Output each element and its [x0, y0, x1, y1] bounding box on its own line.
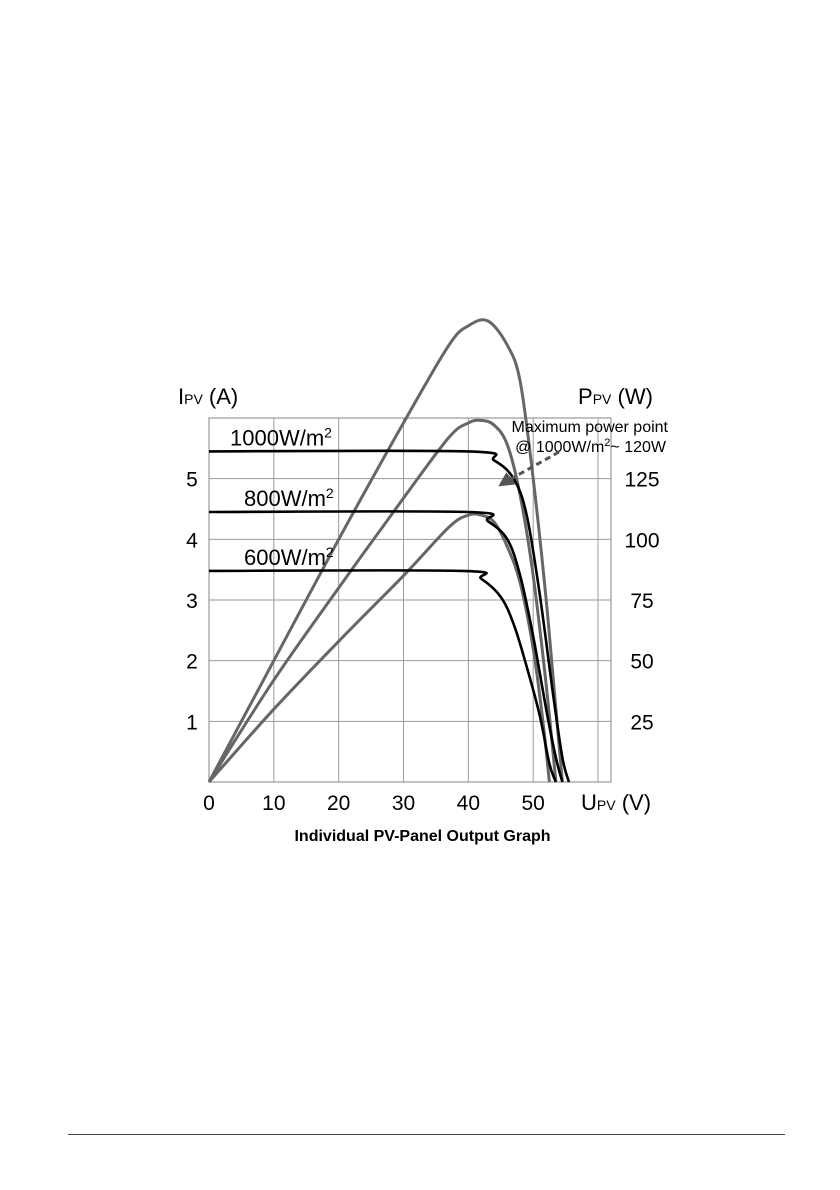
current-curves [208, 449, 571, 783]
y-left-tick-label: 1 [186, 711, 198, 734]
power-curve-3 [207, 512, 551, 783]
x-tick-label: 30 [392, 792, 415, 815]
power-curve-2 [207, 418, 558, 783]
y-left-tick-label: 5 [186, 469, 198, 492]
current-curve-2 [208, 510, 564, 783]
y-left-tick-label: 4 [186, 529, 198, 552]
x-axis-title: UPV (V) [581, 790, 651, 815]
x-tick-label: 50 [522, 792, 545, 815]
irradiance-label-1: 1000W/m2 [230, 424, 332, 450]
chart-labels: 1000W/m2 800W/m2 600W/m2 1 2 3 4 5 25 50 75 100 125 0… [178, 384, 669, 815]
x-tick-label: 20 [327, 792, 350, 815]
current-curve-1 [208, 449, 571, 783]
irradiance-label-3: 600W/m2 [244, 544, 334, 570]
y-left-tick-label: 3 [186, 590, 198, 613]
y-left-tick-label: 2 [186, 651, 198, 674]
x-tick-label: 40 [457, 792, 480, 815]
annotation-arrow-head [498, 472, 517, 487]
y-right-tick-label: 125 [624, 469, 659, 492]
annotation-line-1: Maximum power point [512, 419, 669, 436]
y-right-axis-title: PPV (W) [578, 384, 653, 409]
y-right-tick-label: 25 [630, 711, 653, 734]
y-right-tick-label: 50 [630, 651, 653, 674]
current-curve-3 [208, 569, 558, 783]
footer-rule [68, 1134, 785, 1135]
x-tick-label: 0 [203, 792, 215, 815]
chart-caption: Individual PV-Panel Output Graph [294, 828, 551, 845]
y-right-tick-label: 100 [624, 529, 659, 552]
y-right-tick-label: 75 [630, 590, 653, 613]
x-tick-label: 10 [262, 792, 285, 815]
y-left-axis-title: IPV (A) [178, 384, 238, 409]
irradiance-label-2: 800W/m2 [244, 485, 334, 511]
annotation-line-2: @ 1000W/m2~ 120W [515, 437, 667, 456]
